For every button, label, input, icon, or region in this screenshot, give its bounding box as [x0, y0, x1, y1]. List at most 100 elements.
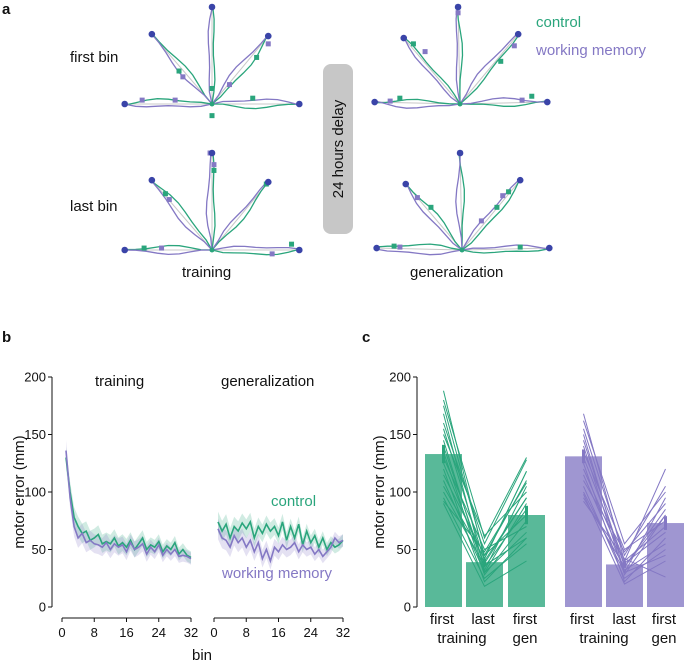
row-label-last-bin: last bin — [70, 198, 118, 215]
control-trajectory — [456, 6, 464, 105]
working-memory-endpoint-marker — [422, 49, 428, 55]
working-memory-endpoint-marker — [387, 98, 393, 104]
control-trajectory — [376, 243, 463, 251]
target-dot — [264, 178, 272, 186]
working-memory-trajectory — [211, 98, 300, 106]
control-trajectory — [151, 33, 213, 105]
target-dot — [400, 34, 408, 42]
control-subject-line — [443, 482, 527, 553]
working-memory-endpoint-marker — [519, 97, 525, 103]
panel-c-letter: c — [362, 329, 370, 346]
working-memory-endpoint-marker — [265, 41, 271, 47]
x-tick-label: 16 — [271, 625, 285, 640]
working-memory-endpoint-marker — [166, 197, 172, 203]
control-endpoint-marker — [428, 204, 434, 210]
control-trajectory — [405, 183, 463, 251]
c-y-tick-label: 0 — [404, 600, 411, 615]
trajectory-plot-last-training — [121, 149, 303, 257]
control-endpoint-marker — [397, 95, 403, 101]
working-memory-trajectory — [376, 248, 463, 256]
b-y-axis: 0 50 100 150 200 — [24, 370, 53, 615]
col-label-generalization: generalization — [410, 264, 503, 281]
working-memory-trajectory — [124, 103, 213, 108]
b-subtitle-training: training — [95, 373, 144, 390]
control-trajectory — [211, 181, 269, 251]
working-memory-trajectory — [211, 180, 268, 251]
working-memory-subject-line — [583, 480, 666, 553]
control-endpoint-marker — [211, 167, 217, 173]
c-working-memory-bars — [565, 413, 684, 607]
working-memory-trajectory — [459, 33, 518, 105]
target-dot — [371, 98, 378, 106]
b-subtitle-generalization: generalization — [221, 373, 314, 390]
control-trajectory — [211, 103, 300, 110]
control-endpoint-marker — [506, 189, 512, 195]
control-subject-line — [443, 468, 527, 583]
working-memory-bar — [647, 523, 684, 607]
target-dot — [454, 3, 462, 11]
control-endpoint-marker — [176, 68, 182, 74]
target-dot — [296, 246, 303, 254]
c-xlabel-first-gen-wm: first — [652, 611, 677, 628]
target-dot — [148, 30, 156, 38]
working-memory-trajectory — [461, 244, 550, 251]
c-xsub-training-wm: training — [579, 630, 628, 647]
control-subject-line — [443, 422, 527, 546]
control-line — [217, 519, 344, 552]
working-memory-endpoint-marker — [159, 245, 165, 251]
x-tick-label: 0 — [58, 625, 65, 640]
target-dot — [514, 30, 522, 38]
b-generalization-plot: 0 8 16 24 32 — [210, 511, 350, 640]
working-memory-subject-line — [583, 500, 666, 578]
guide-line — [461, 179, 521, 251]
c-xsub-gen-control: gen — [512, 630, 537, 647]
control-line — [65, 457, 192, 559]
control-endpoint-marker — [529, 93, 535, 99]
b-y-tick-label: 150 — [24, 427, 46, 442]
working-memory-trajectory — [459, 97, 548, 105]
b-xlabel: bin — [192, 647, 212, 664]
x-tick-label: 32 — [184, 625, 198, 640]
c-y-tick-label: 100 — [389, 485, 411, 500]
x-tick-label: 8 — [91, 625, 98, 640]
working-memory-endpoint-marker — [172, 97, 178, 103]
working-memory-endpoint-marker — [211, 162, 217, 168]
working-memory-line — [65, 450, 192, 560]
c-xlabel-first-gen-control: first — [513, 611, 538, 628]
working-memory-line — [217, 528, 344, 564]
control-endpoint-marker — [209, 85, 215, 91]
working-memory-endpoint-marker — [414, 195, 420, 201]
b-y-tick-label: 0 — [39, 600, 46, 615]
x-tick-label: 0 — [210, 625, 217, 640]
working-memory-trajectory — [205, 152, 213, 251]
b-legend-control: control — [271, 493, 316, 510]
working-memory-trajectory — [455, 6, 461, 105]
b-y-tick-label: 100 — [24, 485, 46, 500]
working-memory-endpoint-marker — [511, 43, 517, 49]
working-memory-trajectory — [405, 183, 463, 251]
control-trajectory — [124, 244, 213, 251]
delay-bar — [323, 64, 353, 234]
panel-b-letter: b — [2, 329, 11, 346]
control-subject-line — [443, 503, 527, 588]
guide-line — [151, 179, 213, 251]
control-endpoint-marker — [254, 54, 260, 60]
control-endpoint-marker — [289, 241, 295, 247]
control-trajectory — [458, 152, 465, 251]
guide-line — [376, 247, 463, 251]
c-xsub-gen-wm: gen — [651, 630, 676, 647]
working-memory-endpoint-marker — [455, 10, 461, 16]
target-dot — [148, 176, 156, 184]
target-dot — [546, 244, 553, 252]
trajectory-plot-last-generalization — [373, 149, 553, 256]
guide-line — [459, 33, 519, 105]
control-trajectory — [124, 98, 213, 106]
start-position — [457, 101, 463, 107]
target-dot — [208, 3, 216, 11]
target-dot — [516, 176, 524, 184]
panel-a-letter: a — [2, 1, 11, 18]
working-memory-subject-line — [583, 474, 666, 571]
working-memory-trajectory — [455, 152, 463, 251]
b-y-tick-label: 50 — [32, 542, 46, 557]
